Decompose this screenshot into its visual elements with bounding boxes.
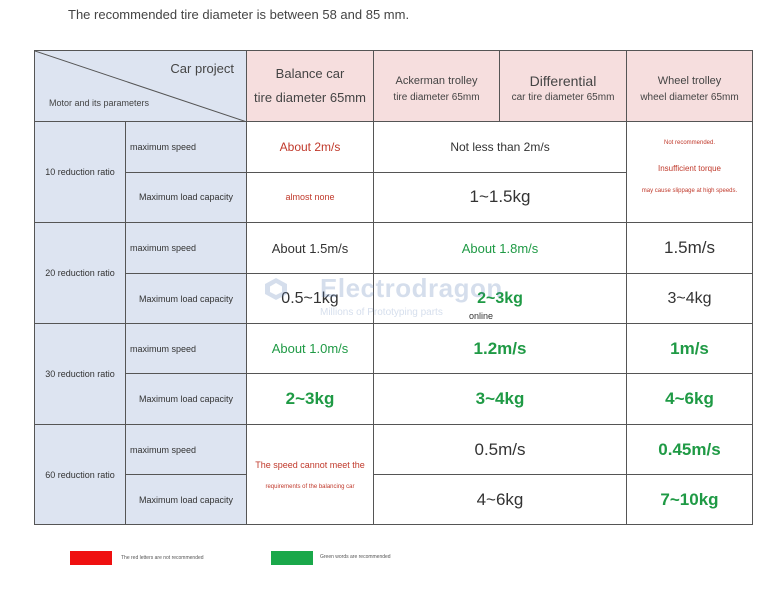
acker-diff-speed-10: Not less than 2m/s [373, 121, 627, 173]
balance-note-line2: requirements of the balancing car [265, 483, 355, 490]
ratio-label-30: 30 reduction ratio [34, 323, 126, 425]
param-load-10: Maximum load capacity [125, 171, 247, 223]
corner-diagonal [35, 51, 245, 121]
motor-parameters-label: Motor and its parameters [49, 98, 150, 108]
wheel-load-20: 3~4kg [626, 273, 753, 324]
balance-speed-10: About 2m/s [246, 121, 374, 173]
ratio-label-10: 10 reduction ratio [34, 121, 126, 223]
intro-text: The recommended tire diameter is between… [68, 7, 410, 22]
ratio-label-60: 60 reduction ratio [34, 424, 126, 525]
param-load-20: Maximum load capacity [125, 273, 247, 324]
wheel-note-line2: Insufficient torque [657, 164, 721, 173]
legend-red-swatch [70, 551, 112, 565]
differential-title: Differential [529, 72, 597, 89]
header-ackerman: Ackerman trolley tire diameter 65mm [373, 50, 500, 122]
balance-load-10: almost none [246, 171, 374, 223]
legend-red-text: The red letters are not recommended [121, 555, 204, 561]
table-row: 20 reduction ratio maximum speed About 1… [34, 222, 753, 324]
param-speed-60: maximum speed [125, 424, 247, 475]
table-row: Maximum load capacity 2~3kg 3~4kg 4~6kg [35, 373, 753, 425]
header-balance: Balance car tire diameter 65mm [246, 50, 374, 122]
spec-table: Car project Motor and its parameters Bal… [34, 50, 753, 525]
legend-green-text: Green words are recommended [320, 554, 391, 560]
table-row: 30 reduction ratio maximum speed About 1… [34, 323, 753, 425]
param-speed-20: maximum speed [125, 222, 247, 274]
wheel-sub: wheel diameter 65mm [640, 91, 739, 103]
balance-speed-30: About 1.0m/s [246, 323, 374, 374]
ackerman-sub: tire diameter 65mm [393, 91, 480, 103]
acker-diff-load-60: 4~6kg [373, 474, 627, 525]
wheel-load-30: 4~6kg [626, 373, 753, 425]
watermark-online: online [469, 311, 494, 321]
wheel-speed-20: 1.5m/s [626, 222, 753, 274]
acker-diff-speed-60: 0.5m/s [373, 424, 627, 475]
table-row: Maximum load capacity almost none 1~1.5k… [35, 171, 753, 223]
wheel-speed-30: 1m/s [626, 323, 753, 374]
ratio-label-20: 20 reduction ratio [34, 222, 126, 324]
balance-sub: tire diameter 65mm [254, 90, 366, 105]
acker-diff-load-20: 2~3kg [373, 273, 627, 324]
wheel-title: Wheel trolley [657, 74, 722, 87]
balance-note-60: The speed cannot meet the requirements o… [246, 424, 374, 525]
balance-speed-20: About 1.5m/s [246, 222, 374, 274]
acker-diff-speed-20: About 1.8m/s [373, 222, 627, 274]
wheel-speed-60: 0.45m/s [626, 424, 753, 475]
acker-diff-load-10: 1~1.5kg [373, 171, 627, 223]
balance-load-30: 2~3kg [246, 373, 374, 425]
header-wheel: Wheel trolley wheel diameter 65mm [626, 50, 753, 122]
ackerman-title: Ackerman trolley [395, 74, 478, 87]
table-row: Maximum load capacity 4~6kg 7~10kg [35, 474, 753, 525]
table-row: 60 reduction ratio maximum speed The spe… [34, 424, 753, 525]
balance-note-line1: The speed cannot meet the [255, 459, 365, 470]
header-differential: Differential car tire diameter 65mm [499, 50, 627, 122]
header-row: Car project Motor and its parameters Bal… [34, 50, 753, 122]
wheel-note-10: Not recommended. Insufficient torque may… [626, 121, 753, 223]
table-row: Maximum load capacity 0.5~1kg 2~3kg 3~4k… [35, 273, 753, 324]
wheel-load-60: 7~10kg [626, 474, 753, 525]
acker-diff-load-30: 3~4kg [373, 373, 627, 425]
car-project-label: Car project [170, 61, 234, 76]
legend-green-swatch [271, 551, 313, 565]
wheel-note-line1: Not recommended. [663, 140, 716, 146]
acker-diff-speed-30: 1.2m/s [373, 323, 627, 374]
corner-header-cell: Car project Motor and its parameters [34, 50, 247, 122]
param-speed-10: maximum speed [125, 121, 247, 173]
param-load-60: Maximum load capacity [125, 474, 247, 525]
wheel-note-line3: may cause slippage at high speeds. [641, 188, 738, 194]
param-speed-30: maximum speed [125, 323, 247, 374]
balance-load-20: 0.5~1kg [246, 273, 374, 324]
differential-sub: car tire diameter 65mm [511, 91, 615, 103]
table-row: 10 reduction ratio maximum speed About 2… [34, 121, 753, 223]
balance-title: Balance car [275, 66, 345, 81]
param-load-30: Maximum load capacity [125, 373, 247, 425]
